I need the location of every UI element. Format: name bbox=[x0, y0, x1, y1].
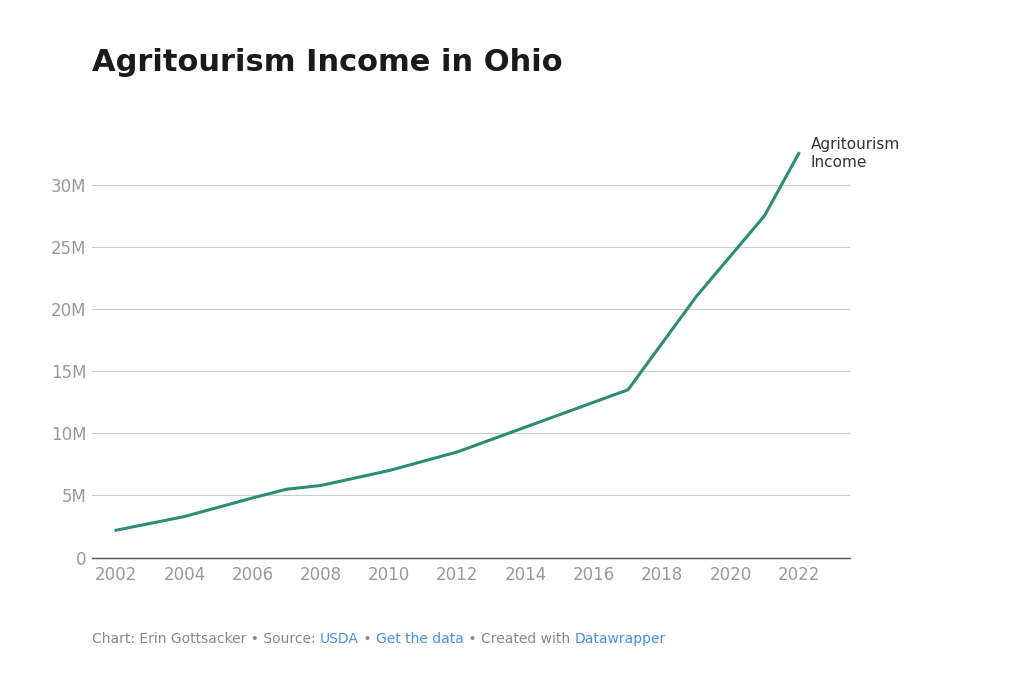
Text: Agritourism Income in Ohio: Agritourism Income in Ohio bbox=[92, 48, 563, 77]
Text: Agritourism
Income: Agritourism Income bbox=[811, 137, 900, 170]
Text: Datawrapper: Datawrapper bbox=[574, 632, 666, 646]
Text: Chart: Erin Gottsacker • Source:: Chart: Erin Gottsacker • Source: bbox=[92, 632, 321, 646]
Text: • Created with: • Created with bbox=[464, 632, 574, 646]
Text: Get the data: Get the data bbox=[376, 632, 464, 646]
Text: USDA: USDA bbox=[321, 632, 359, 646]
Text: •: • bbox=[359, 632, 376, 646]
